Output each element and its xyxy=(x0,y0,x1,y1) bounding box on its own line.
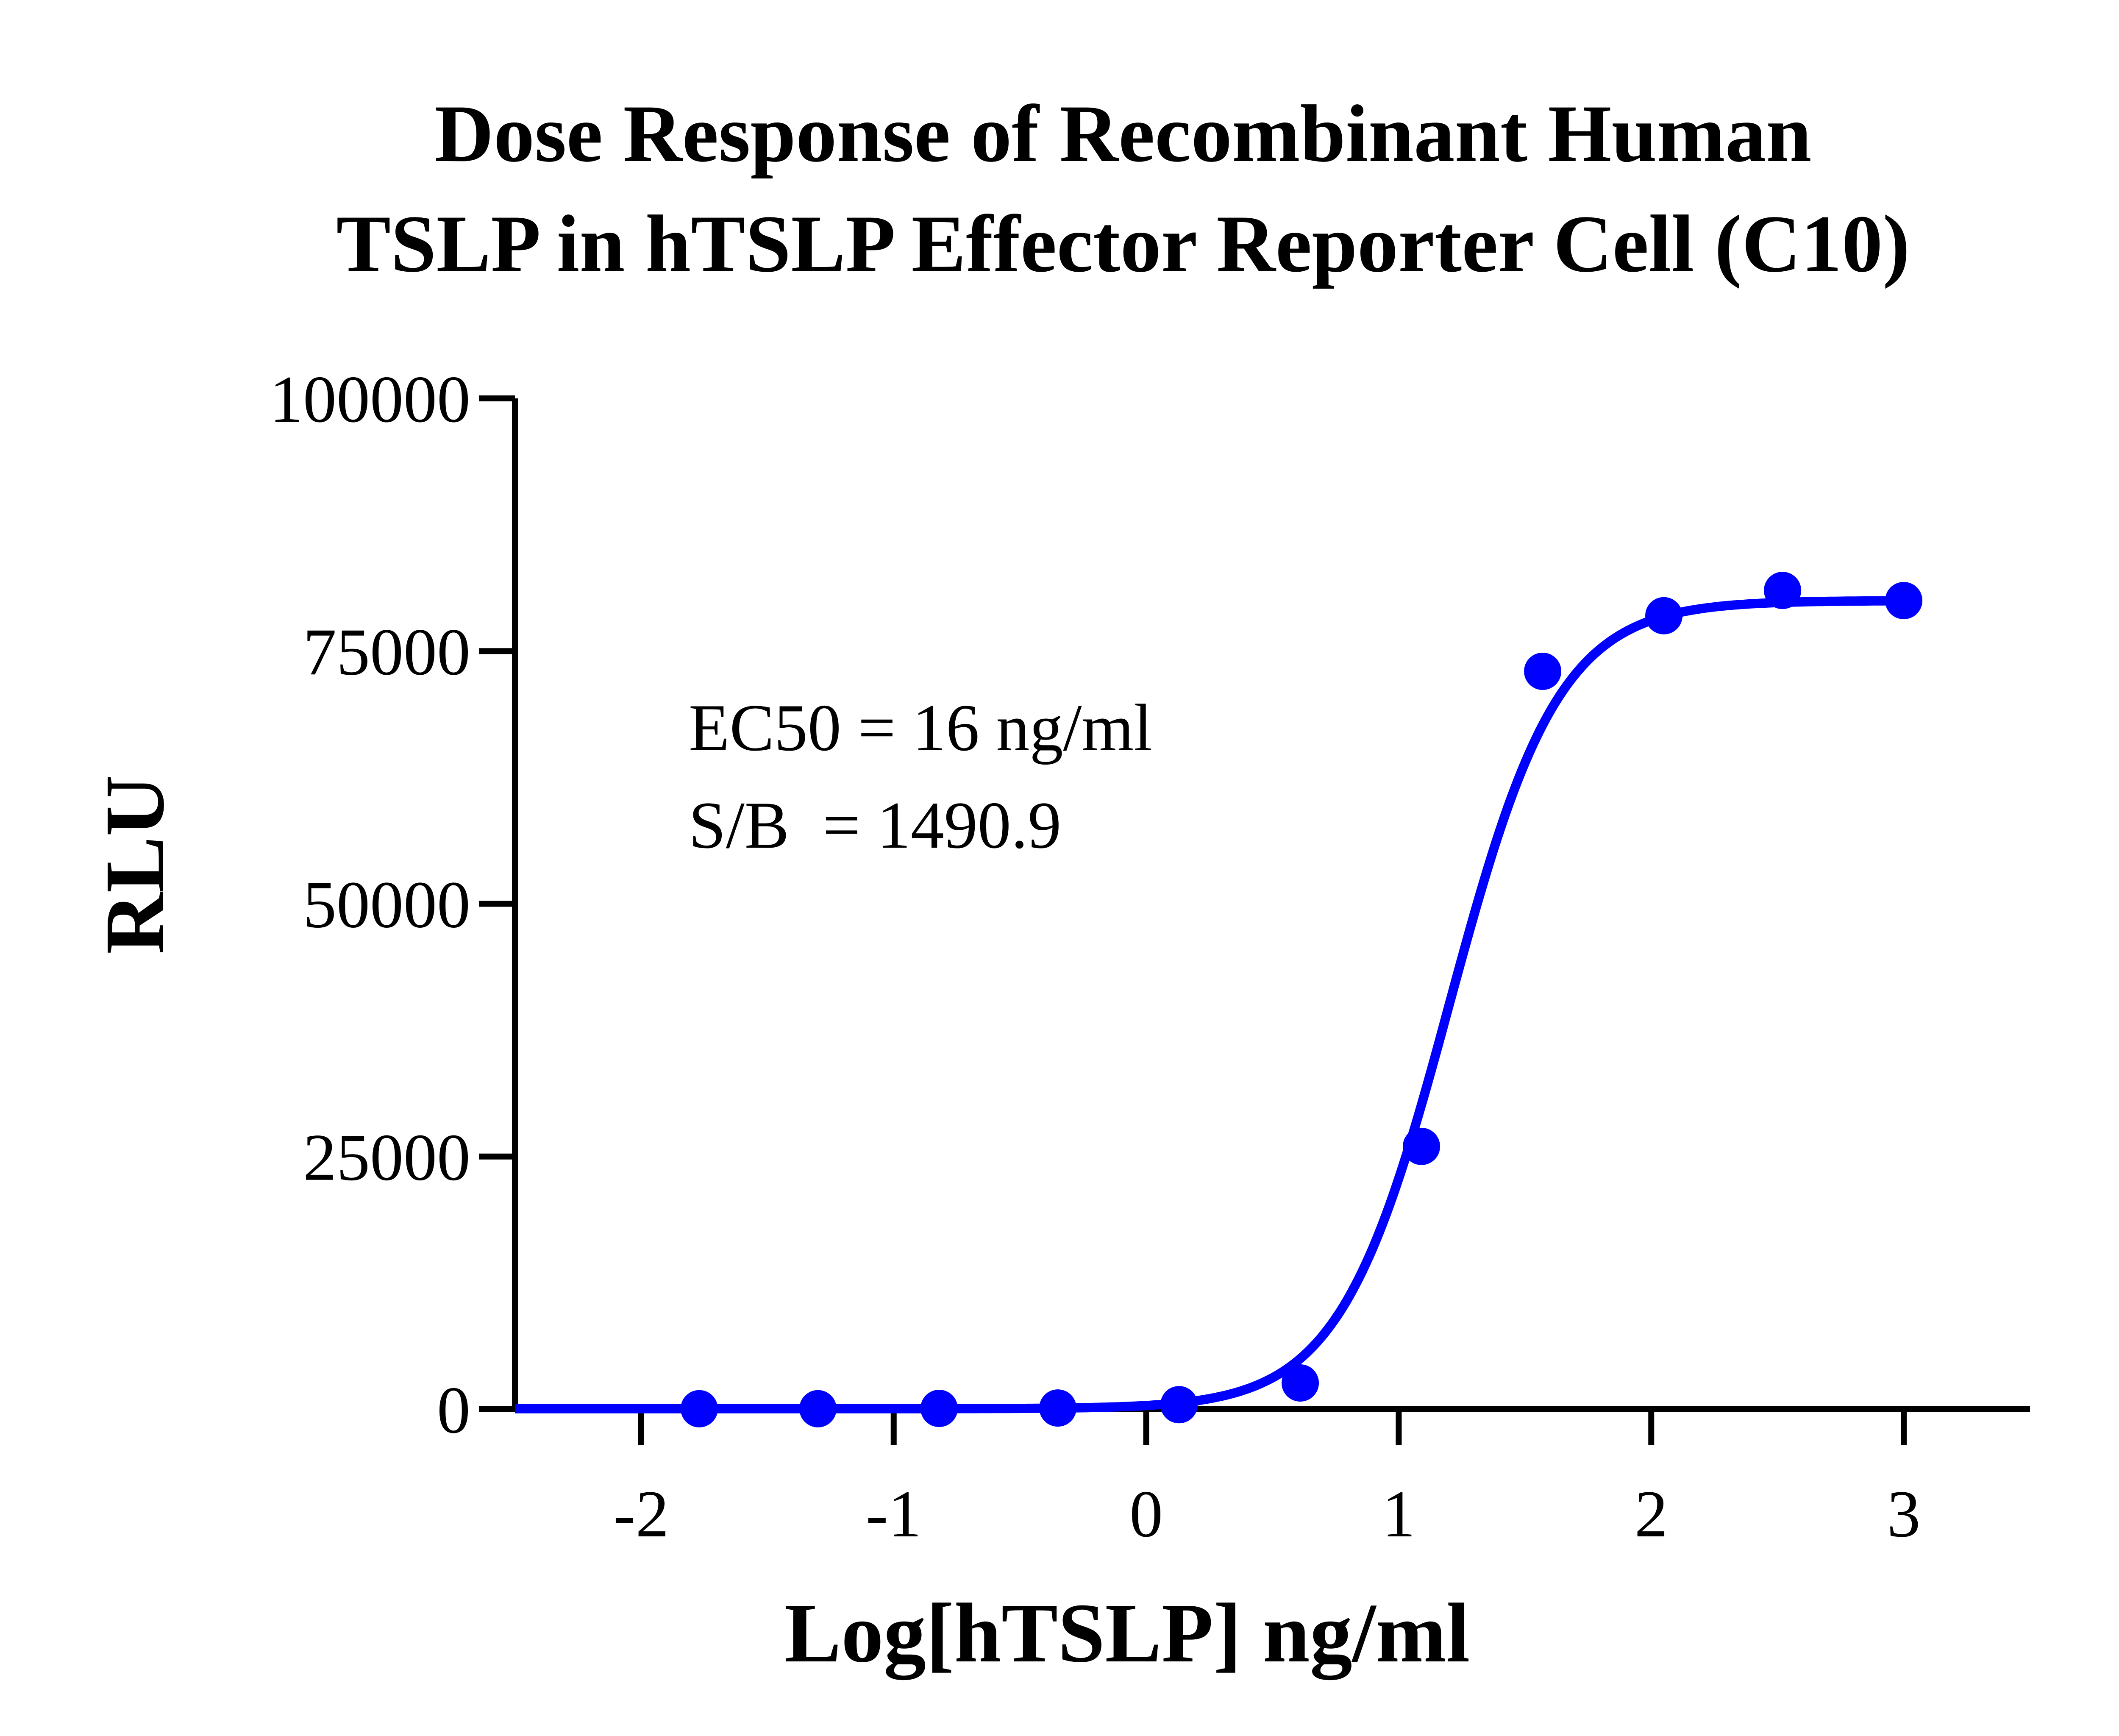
x-axis-title: Log[hTSLP] ng/ml xyxy=(785,1586,1470,1680)
x-tick-label: -2 xyxy=(613,1477,669,1551)
data-point xyxy=(680,1390,718,1427)
y-tick-label: 100000 xyxy=(270,362,470,437)
y-tick-label: 25000 xyxy=(303,1121,470,1195)
y-tick-label: 0 xyxy=(437,1373,470,1447)
x-tick-label: 1 xyxy=(1382,1477,1415,1551)
chart-title-line-2: TSLP in hTSLP Effector Reporter Cell (C1… xyxy=(336,198,1910,289)
x-tick-label: 3 xyxy=(1887,1477,1921,1551)
x-tick-label: -1 xyxy=(866,1477,922,1551)
data-point xyxy=(1039,1389,1077,1427)
chart-title-line-1: Dose Response of Recombinant Human xyxy=(435,88,1812,179)
data-point xyxy=(1645,597,1683,634)
data-point xyxy=(1524,652,1562,690)
data-point xyxy=(920,1390,958,1427)
data-point xyxy=(1282,1364,1319,1402)
data-point xyxy=(1885,582,1923,619)
annotation-ec50: EC50 = 16 ng/ml xyxy=(689,691,1152,765)
y-tick-label: 75000 xyxy=(303,615,470,689)
data-point xyxy=(1160,1386,1198,1424)
y-axis-title: RLU xyxy=(88,775,182,954)
x-tick-label: 2 xyxy=(1635,1477,1668,1551)
data-point xyxy=(799,1390,837,1427)
data-point xyxy=(1403,1127,1440,1165)
data-point xyxy=(1764,572,1802,609)
plot-area: 0 25000 50000 75000 100000 -2 -1 0 1 2 3 xyxy=(270,362,2030,1551)
x-tick-label: 0 xyxy=(1129,1477,1163,1551)
annotation-sb: S/B = 1490.9 xyxy=(689,788,1061,862)
y-tick-label: 50000 xyxy=(303,868,470,942)
